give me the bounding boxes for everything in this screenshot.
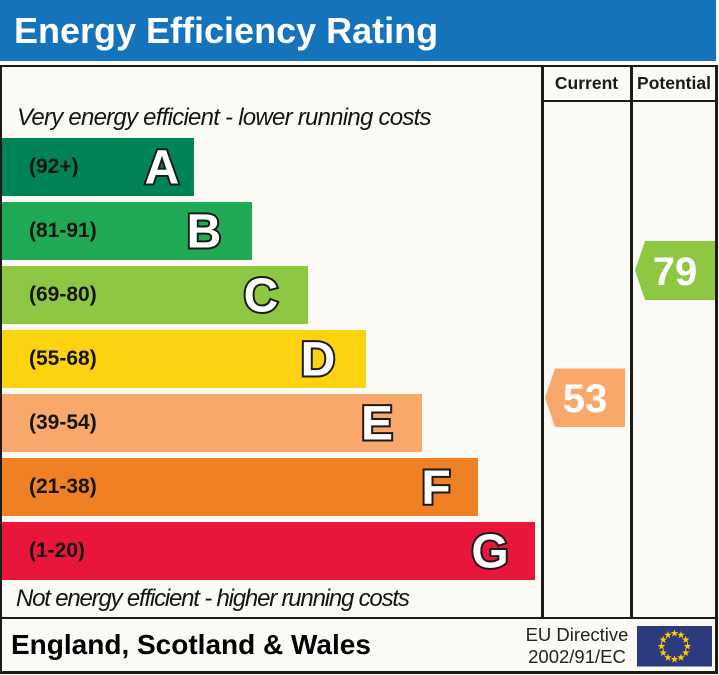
svg-text:79: 79	[653, 250, 698, 294]
svg-text:A: A	[145, 142, 180, 195]
svg-text:E: E	[361, 398, 393, 451]
svg-text:F: F	[421, 462, 450, 515]
svg-text:D: D	[301, 334, 336, 387]
svg-text:G: G	[471, 526, 508, 579]
svg-text:B: B	[187, 206, 222, 259]
svg-text:C: C	[244, 270, 279, 323]
svg-text:53: 53	[563, 377, 608, 421]
